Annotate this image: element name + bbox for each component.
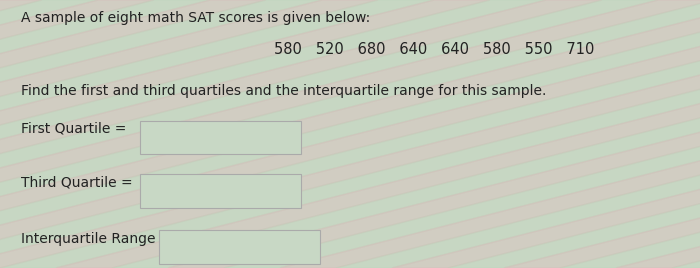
Polygon shape xyxy=(0,0,154,268)
Polygon shape xyxy=(224,0,700,268)
FancyBboxPatch shape xyxy=(159,230,320,264)
Polygon shape xyxy=(616,0,700,268)
Text: Interquartile Range =: Interquartile Range = xyxy=(21,232,172,246)
Text: Find the first and third quartiles and the interquartile range for this sample.: Find the first and third quartiles and t… xyxy=(21,84,547,98)
Polygon shape xyxy=(0,0,378,268)
Text: First Quartile =: First Quartile = xyxy=(21,122,127,136)
Polygon shape xyxy=(392,0,700,268)
Polygon shape xyxy=(0,0,322,268)
FancyBboxPatch shape xyxy=(140,174,301,208)
Text: A sample of eight math SAT scores is given below:: A sample of eight math SAT scores is giv… xyxy=(21,11,370,25)
Polygon shape xyxy=(168,0,700,268)
Polygon shape xyxy=(56,0,700,268)
Text: 580   520   680   640   640   580   550   710: 580 520 680 640 640 580 550 710 xyxy=(274,42,594,57)
Polygon shape xyxy=(112,0,700,268)
Polygon shape xyxy=(280,0,700,268)
FancyBboxPatch shape xyxy=(140,121,301,154)
Polygon shape xyxy=(560,0,700,268)
Polygon shape xyxy=(0,0,602,268)
Polygon shape xyxy=(0,0,42,268)
Polygon shape xyxy=(0,0,546,268)
Polygon shape xyxy=(0,0,266,268)
Polygon shape xyxy=(0,0,658,268)
Polygon shape xyxy=(0,0,210,268)
Polygon shape xyxy=(504,0,700,268)
Polygon shape xyxy=(448,0,700,268)
Polygon shape xyxy=(0,0,434,268)
Polygon shape xyxy=(0,0,490,268)
Text: Third Quartile =: Third Quartile = xyxy=(21,176,132,189)
Polygon shape xyxy=(672,0,700,268)
Polygon shape xyxy=(336,0,700,268)
Polygon shape xyxy=(0,0,98,268)
